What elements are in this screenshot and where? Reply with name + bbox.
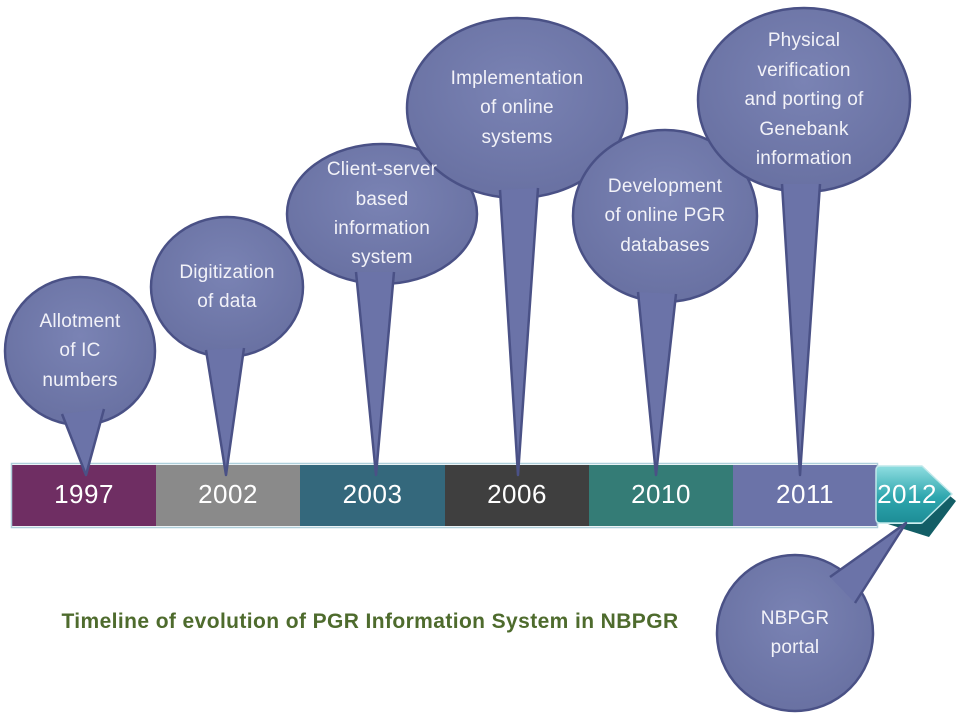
balloon-tail xyxy=(354,271,396,477)
year-label-2011: 2011 xyxy=(776,479,834,509)
balloon-tail xyxy=(498,187,540,477)
callout-label-client-server: Client-server based information system xyxy=(326,159,438,269)
callout-label-development: Development of online PGR databases xyxy=(604,175,726,256)
callout-label-allotment: Allotment of IC numbers xyxy=(39,310,121,391)
timeline-segment-2003 xyxy=(300,465,445,526)
callout-label-nbpgr-portal: NBPGR portal xyxy=(760,607,830,658)
callout-digitization-of-data xyxy=(149,215,305,477)
callout-label-implementation: Implementation of online systems xyxy=(450,67,584,148)
balloon-tail xyxy=(829,521,908,604)
balloon-bubble xyxy=(715,553,875,713)
balloon-tail xyxy=(204,347,246,477)
balloon-tail xyxy=(780,183,822,477)
timeline-segment-2010 xyxy=(589,465,733,526)
year-label-2006: 2006 xyxy=(487,479,547,509)
year-label-1997: 1997 xyxy=(54,479,114,509)
callout-physical-verification-genebank xyxy=(696,6,912,477)
year-label-2010: 2010 xyxy=(631,479,691,509)
timeline-segment-2002 xyxy=(156,465,300,526)
timeline-segment-1997 xyxy=(12,465,156,526)
callout-label-digitization: Digitization of data xyxy=(179,261,275,312)
callout-development-pgr-databases xyxy=(571,128,759,477)
caption: Timeline of evolution of PGR Information… xyxy=(61,610,679,633)
year-label-2002: 2002 xyxy=(198,479,258,509)
balloon-tail xyxy=(60,408,106,477)
year-label-2003: 2003 xyxy=(342,479,403,509)
callout-allotment-of-ic-numbers xyxy=(3,275,157,477)
callout-implementation-online-systems xyxy=(405,16,629,477)
callout-label-physical-verification: Physical verification and porting of Gen… xyxy=(744,30,864,170)
timeline-segment-2011 xyxy=(733,465,877,526)
callout-client-server-system xyxy=(285,142,479,477)
arrow-body xyxy=(875,465,953,524)
callout-nbpgr-portal xyxy=(715,521,908,713)
balloon-tail xyxy=(636,291,678,477)
year-label-2012: 2012 xyxy=(877,479,937,509)
